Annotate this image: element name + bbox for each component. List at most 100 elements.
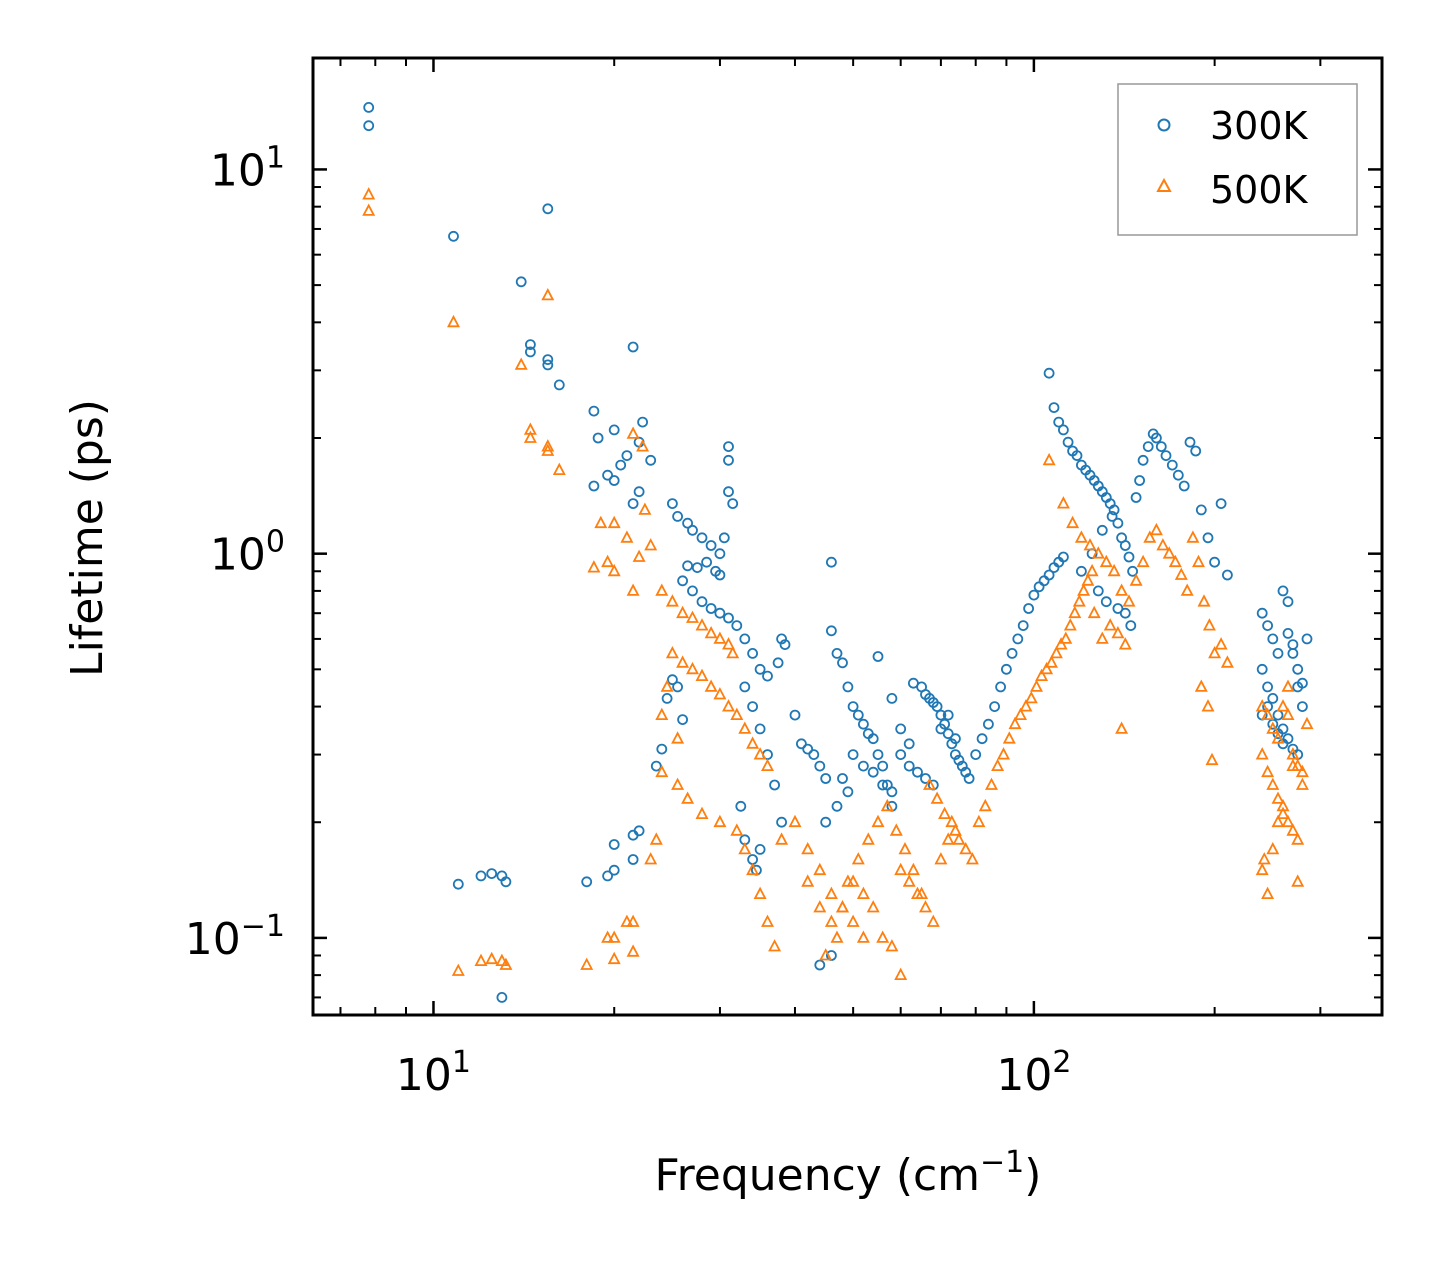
point-500k bbox=[991, 758, 1005, 771]
point-500k bbox=[601, 930, 615, 943]
point-300k bbox=[705, 540, 717, 551]
point-500k bbox=[871, 814, 885, 828]
point-500k bbox=[620, 914, 634, 927]
point-300k bbox=[1256, 607, 1268, 619]
point-300k bbox=[858, 718, 869, 730]
point-500k bbox=[836, 900, 849, 913]
point-300k bbox=[847, 701, 859, 712]
point-300k bbox=[842, 681, 854, 693]
point-300k bbox=[1209, 556, 1220, 568]
point-300k bbox=[1137, 454, 1149, 466]
point-500k bbox=[1202, 618, 1216, 631]
point-300k bbox=[696, 532, 708, 544]
point-500k bbox=[952, 832, 966, 845]
point-500k bbox=[938, 806, 952, 819]
point-300k bbox=[661, 693, 673, 704]
point-500k bbox=[761, 914, 774, 927]
point-300k bbox=[1058, 424, 1069, 436]
point-500k bbox=[856, 930, 870, 943]
point-300k bbox=[963, 773, 975, 784]
point-300k bbox=[714, 548, 726, 560]
point-500k bbox=[846, 914, 860, 927]
x-axis-label: Frequency (cm−1) bbox=[655, 1145, 1042, 1201]
point-300k bbox=[1043, 367, 1055, 379]
point-300k bbox=[1119, 607, 1131, 619]
point-500k bbox=[601, 554, 615, 568]
point-500k bbox=[704, 679, 718, 692]
point-300k bbox=[475, 870, 487, 882]
point-500k bbox=[626, 944, 640, 957]
point-300k bbox=[1125, 620, 1137, 631]
point-500k bbox=[1286, 747, 1300, 760]
point-300k bbox=[627, 829, 639, 841]
point-500k bbox=[1281, 679, 1295, 692]
point-500k bbox=[1168, 554, 1182, 568]
point-300k bbox=[525, 339, 536, 351]
point-300k bbox=[1028, 589, 1040, 601]
point-500k bbox=[671, 777, 685, 790]
point-300k bbox=[983, 718, 994, 730]
point-500k bbox=[552, 462, 566, 475]
point-500k bbox=[713, 631, 727, 644]
point-500k bbox=[730, 823, 744, 836]
point-500k bbox=[726, 645, 740, 659]
point-300k bbox=[970, 749, 982, 760]
point-500k bbox=[1083, 538, 1097, 551]
point-500k bbox=[1174, 567, 1188, 580]
point-300k bbox=[895, 749, 907, 760]
point-300k bbox=[1106, 511, 1118, 522]
point-300k bbox=[1108, 504, 1120, 516]
point-500k bbox=[1201, 699, 1215, 712]
point-500k bbox=[1257, 852, 1271, 865]
point-300k bbox=[872, 749, 884, 760]
point-500k bbox=[655, 707, 669, 720]
point-500k bbox=[885, 939, 899, 952]
point-300k bbox=[714, 607, 726, 619]
point-500k bbox=[607, 930, 621, 943]
point-300k bbox=[858, 760, 869, 772]
point-300k bbox=[718, 532, 730, 544]
point-300k bbox=[608, 839, 620, 850]
point-500k bbox=[1276, 699, 1290, 712]
point-300k bbox=[754, 844, 766, 855]
point-300k bbox=[953, 754, 965, 766]
point-300k bbox=[776, 816, 787, 828]
point-300k bbox=[1048, 402, 1060, 414]
point-300k bbox=[615, 459, 627, 471]
point-500k bbox=[1042, 452, 1056, 466]
point-300k bbox=[769, 779, 780, 791]
point-500k bbox=[362, 203, 376, 216]
point-500k bbox=[607, 951, 621, 965]
point-500k bbox=[655, 583, 669, 596]
point-500k bbox=[704, 625, 718, 639]
point-300k bbox=[831, 648, 843, 659]
point-500k bbox=[1063, 618, 1077, 631]
point-300k bbox=[942, 728, 954, 740]
point-500k bbox=[722, 699, 735, 712]
point-500k bbox=[1045, 655, 1058, 668]
series-300k bbox=[363, 102, 1313, 1003]
point-300k bbox=[723, 612, 734, 624]
point-500k bbox=[541, 439, 555, 452]
point-500k bbox=[541, 443, 555, 456]
point-300k bbox=[776, 633, 787, 645]
point-500k bbox=[447, 314, 460, 328]
point-500k bbox=[655, 764, 669, 778]
point-500k bbox=[1192, 554, 1205, 568]
point-300k bbox=[814, 760, 826, 772]
point-500k bbox=[1149, 522, 1163, 536]
point-300k bbox=[687, 524, 698, 536]
point-300k bbox=[802, 743, 814, 755]
point-300k bbox=[886, 693, 898, 704]
point-500k bbox=[889, 823, 903, 836]
point-500k bbox=[1271, 814, 1285, 828]
point-500k bbox=[738, 721, 752, 734]
point-500k bbox=[819, 948, 833, 961]
point-500k bbox=[926, 914, 940, 927]
point-500k bbox=[695, 668, 709, 681]
point-500k bbox=[1074, 530, 1088, 543]
legend-label-500k: 500K bbox=[1210, 168, 1309, 212]
point-500k bbox=[1122, 594, 1136, 607]
point-300k bbox=[1155, 441, 1167, 453]
point-500k bbox=[587, 560, 601, 573]
